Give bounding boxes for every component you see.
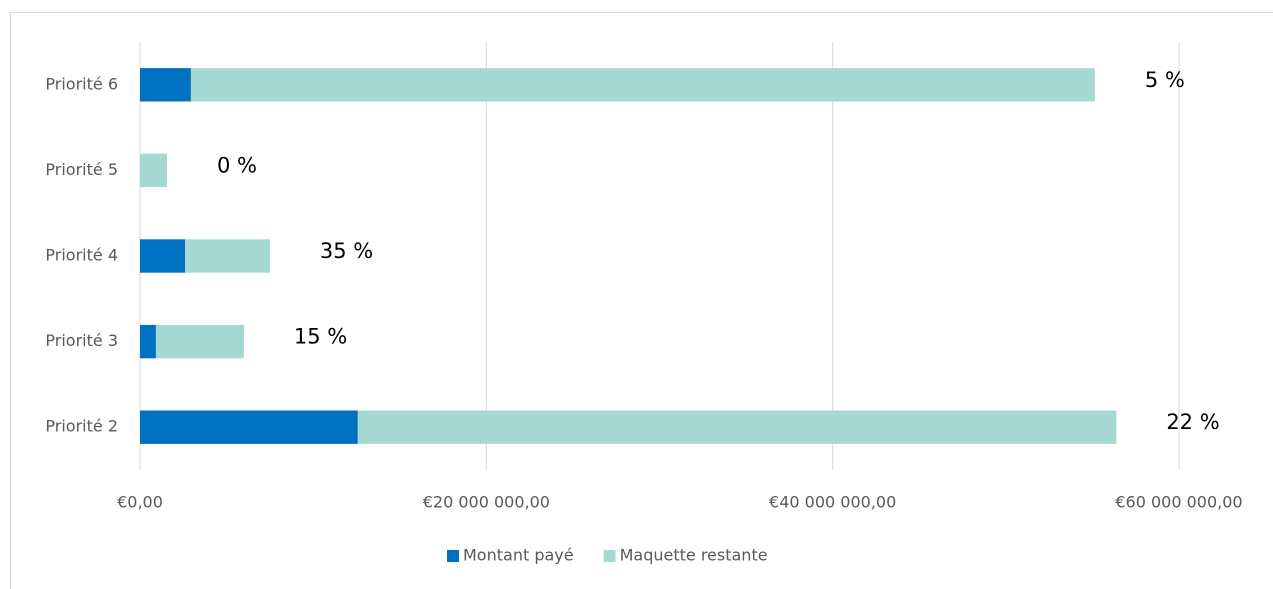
x-tick-label: €20 000 000,00 [423, 493, 550, 512]
bar-segment [140, 68, 191, 102]
y-tick-label: Priorité 3 [45, 331, 118, 350]
bar-segment [190, 68, 1095, 102]
legend-swatch [603, 550, 616, 562]
bar-segment [155, 324, 244, 359]
legend-label: Maquette restante [620, 546, 768, 565]
y-tick-label: Priorité 2 [45, 417, 118, 436]
bar-segment [140, 153, 168, 188]
y-tick-label: Priorité 4 [45, 246, 118, 265]
bar-segment [140, 324, 156, 359]
legend-label: Montant payé [463, 546, 574, 565]
x-tick-label: €0,00 [117, 493, 163, 512]
percent-label: 15 % [294, 325, 347, 349]
y-tick-label: Priorité 5 [45, 160, 118, 179]
y-tick-label: Priorité 6 [45, 74, 118, 93]
bar-segment [185, 239, 270, 273]
bar-segment [357, 410, 1117, 444]
percent-label: 22 % [1166, 410, 1219, 434]
percent-label: 35 % [320, 239, 373, 263]
chart-border [10, 12, 1273, 589]
percent-label: 5 % [1145, 68, 1185, 92]
bar-segment [140, 410, 358, 444]
percent-label: 0 % [217, 153, 257, 177]
x-tick-label: €40 000 000,00 [769, 493, 896, 512]
legend-swatch [447, 550, 459, 562]
bar-segment [140, 239, 186, 273]
x-tick-label: €60 000 000,00 [1115, 493, 1242, 512]
